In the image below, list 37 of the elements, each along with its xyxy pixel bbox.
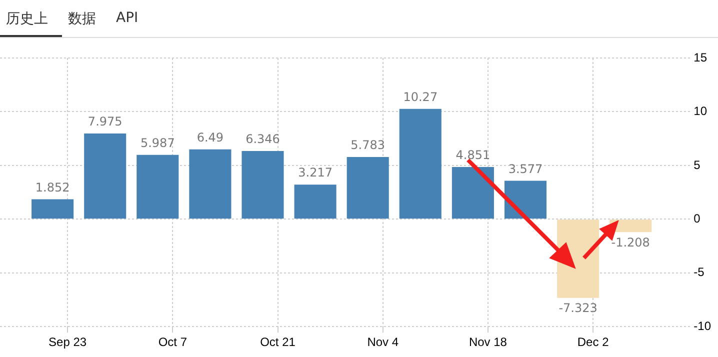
y-tick-label: 0: [694, 211, 701, 226]
bar: [84, 133, 126, 219]
data-label: 7.975: [88, 114, 122, 129]
x-tick-label: Nov 18: [468, 335, 508, 350]
y-tick-label: 10: [694, 104, 708, 118]
bar: [294, 184, 336, 219]
x-tick-label: Oct 7: [158, 335, 188, 350]
data-label: 5.783: [350, 138, 386, 152]
data-label: 10.27: [403, 90, 438, 104]
data-label: 3.577: [508, 162, 543, 176]
y-tick-label: -10: [694, 318, 712, 333]
y-tick-label: -5: [694, 265, 705, 280]
text: 数据: [67, 10, 97, 29]
x-tick-label: Nov 4: [367, 335, 399, 350]
bar: [242, 150, 284, 219]
data-label: 6.346: [246, 132, 280, 146]
y-tick-label: 15: [694, 50, 708, 64]
data-label: 6.49: [196, 130, 224, 145]
x-tick-label: Oct 21: [260, 335, 296, 350]
data-label: 5.987: [140, 136, 175, 150]
bar: [452, 167, 494, 219]
bar: [136, 154, 179, 219]
bar: [346, 157, 389, 219]
y-tick-label: 5: [694, 158, 701, 172]
text: API: [115, 9, 140, 28]
data-label: -1.208: [611, 235, 650, 250]
x-tick-label: Sep 23: [48, 335, 87, 350]
bar: [504, 180, 547, 219]
data-label: 3.217: [298, 166, 332, 180]
text: 历史上: [0, 0, 62, 37]
data-label: 1.852: [35, 180, 70, 194]
data-label: 4.851: [456, 148, 490, 162]
data-label: -7.323: [558, 300, 598, 315]
x-tick-label: Dec 2: [577, 335, 610, 350]
bar: [189, 149, 232, 219]
bar: [399, 108, 442, 219]
bar: [32, 199, 74, 219]
